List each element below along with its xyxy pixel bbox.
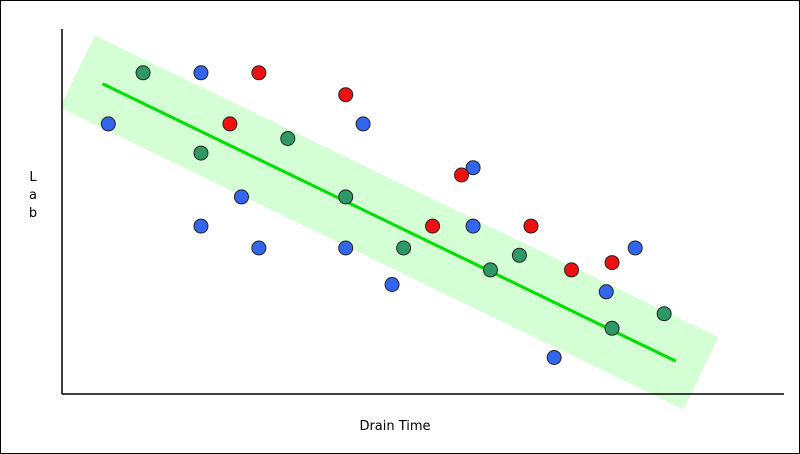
data-point bbox=[355, 116, 371, 132]
data-point bbox=[251, 240, 267, 256]
data-point bbox=[193, 65, 209, 81]
data-point bbox=[135, 65, 151, 81]
data-point bbox=[396, 240, 412, 256]
data-point bbox=[511, 247, 527, 263]
data-point bbox=[656, 306, 672, 322]
data-point bbox=[100, 116, 116, 132]
data-point bbox=[465, 160, 481, 176]
data-point bbox=[604, 320, 620, 336]
axes bbox=[61, 29, 784, 395]
data-point bbox=[222, 116, 238, 132]
trend-line bbox=[101, 82, 677, 363]
data-point bbox=[454, 167, 470, 183]
data-point bbox=[564, 262, 580, 278]
data-point bbox=[193, 218, 209, 234]
data-point bbox=[425, 218, 441, 234]
data-point bbox=[193, 145, 209, 161]
data-point bbox=[233, 189, 249, 205]
data-point bbox=[482, 262, 498, 278]
data-point bbox=[384, 277, 400, 292]
data-point bbox=[546, 350, 562, 365]
data-point bbox=[280, 131, 296, 146]
data-point bbox=[604, 255, 620, 271]
data-point bbox=[338, 87, 354, 103]
data-point bbox=[627, 240, 643, 256]
data-point bbox=[523, 218, 539, 234]
data-point bbox=[338, 240, 354, 256]
data-point bbox=[251, 65, 267, 81]
points-layer bbox=[100, 65, 672, 365]
data-point bbox=[598, 284, 614, 300]
data-point bbox=[465, 218, 481, 234]
x-axis-label: Drain Time bbox=[359, 419, 430, 434]
data-point bbox=[338, 189, 354, 205]
trend-line-layer bbox=[101, 82, 677, 363]
